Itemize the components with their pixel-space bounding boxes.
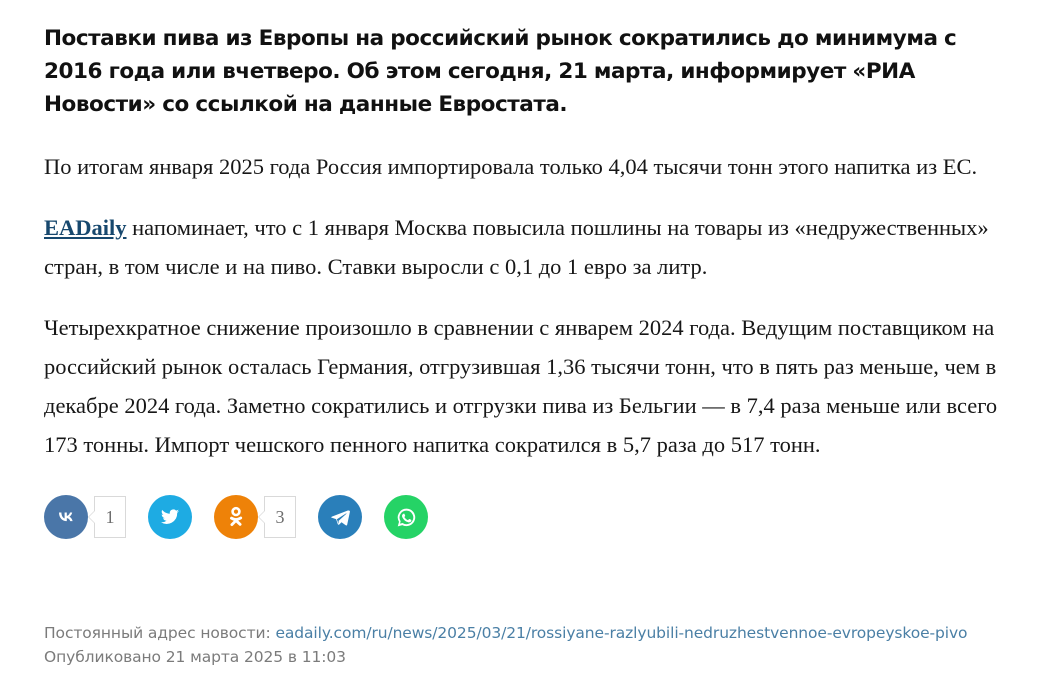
share-unit-whatsapp (384, 495, 428, 539)
permalink-label: Постоянный адрес новости: (44, 624, 276, 642)
share-button-whatsapp[interactable] (384, 495, 428, 539)
article-paragraph-1: По итогам января 2025 года Россия импорт… (44, 154, 978, 179)
vk-icon (54, 505, 78, 529)
whatsapp-icon (394, 505, 419, 530)
share-buttons-row: 1 3 (44, 494, 1019, 540)
permalink-url[interactable]: eadaily.com/ru/news/2025/03/21/rossiyane… (275, 624, 968, 642)
eadaily-link[interactable]: EADaily (44, 215, 127, 240)
share-button-vk[interactable] (44, 495, 88, 539)
article-paragraph-link: EADaily напоминает, что с 1 января Москв… (44, 208, 1019, 286)
share-count-vk: 1 (88, 496, 126, 538)
share-unit-twitter (148, 495, 192, 539)
share-count-odnoklassniki: 3 (258, 496, 296, 538)
article-paragraph-link-text: напоминает, что с 1 января Москва повыси… (44, 215, 989, 279)
share-button-telegram[interactable] (318, 495, 362, 539)
article-footer: Постоянный адрес новости: eadaily.com/ru… (44, 621, 968, 669)
share-button-odnoklassniki[interactable] (214, 495, 258, 539)
share-unit-vk: 1 (44, 495, 126, 539)
share-unit-odnoklassniki: 3 (214, 495, 296, 539)
article-lead: Поставки пива из Европы на российский ры… (44, 26, 957, 117)
published-date: Опубликовано 21 марта 2025 в 11:03 (44, 648, 346, 666)
telegram-icon (328, 505, 352, 529)
share-unit-telegram (318, 495, 362, 539)
share-button-twitter[interactable] (148, 495, 192, 539)
article-paragraph-2: Четырехкратное снижение произошло в срав… (44, 315, 998, 457)
ok-icon (225, 505, 247, 529)
twitter-icon (158, 505, 182, 529)
